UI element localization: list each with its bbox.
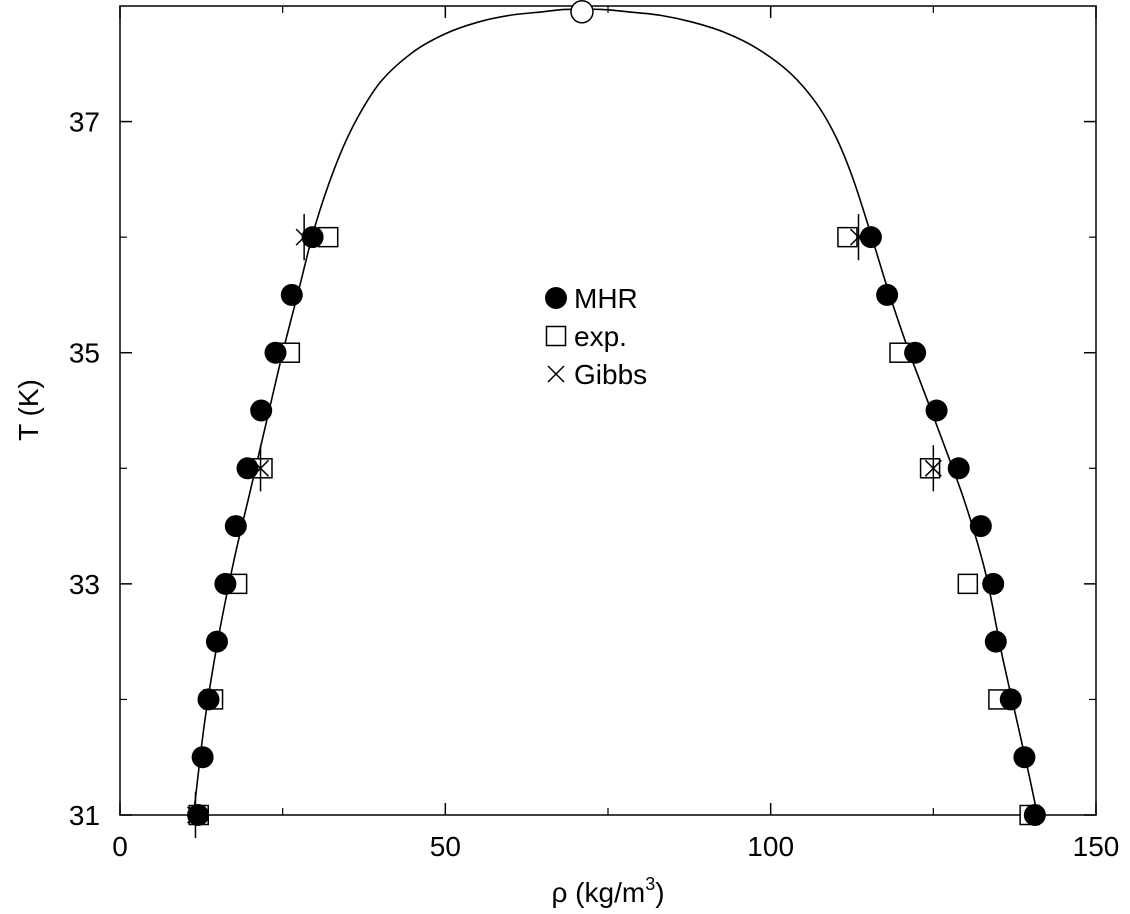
mhr-data-point — [280, 283, 303, 306]
x-axis-label-superscript: 3 — [645, 874, 655, 894]
x-tick-label: 0 — [112, 831, 128, 862]
mhr-data-point — [191, 746, 214, 769]
cross-stroke — [547, 365, 565, 383]
exp-data-point — [957, 573, 979, 595]
mhr-data-point — [984, 630, 1007, 653]
legend-marker-filled-circle — [545, 287, 567, 309]
legend: MHR exp. Gibbs — [545, 283, 647, 390]
mhr-data-point — [301, 226, 324, 249]
mhr-data-point — [197, 688, 220, 711]
x-axis-label-close: ) — [655, 877, 664, 908]
x-axis-label-main: ρ (kg/m — [551, 877, 645, 908]
mhr-data-point — [264, 341, 287, 364]
legend-marker-cross — [547, 365, 565, 383]
mhr-data-point — [859, 226, 882, 249]
legend-label: Gibbs — [574, 359, 647, 390]
mhr-data-point — [214, 572, 237, 595]
data-markers — [186, 214, 1046, 839]
mhr-data-point — [982, 572, 1005, 595]
critical-point-marker — [570, 0, 594, 24]
mhr-data-point — [969, 515, 992, 538]
y-axis-label: T (K) — [13, 379, 44, 441]
legend-label: MHR — [574, 283, 638, 314]
y-tick-label: 35 — [69, 338, 100, 369]
mhr-data-point — [999, 688, 1022, 711]
mhr-data-point — [947, 457, 970, 480]
exp-data-point — [837, 226, 858, 248]
y-tick-label: 37 — [69, 107, 100, 138]
legend-marker-open-square — [545, 325, 567, 347]
legend-label: exp. — [574, 321, 627, 352]
x-axis-label: ρ (kg/m3) — [551, 874, 664, 908]
mhr-data-point — [1023, 804, 1046, 826]
exp-data-point — [919, 458, 941, 479]
y-tick-label: 33 — [69, 569, 100, 600]
mhr-data-point — [876, 283, 899, 306]
x-tick-label: 150 — [1073, 831, 1120, 862]
mhr-data-point — [224, 515, 247, 538]
axis-ticks — [119, 6, 1097, 816]
mhr-data-point — [250, 399, 273, 422]
mhr-data-point — [187, 804, 210, 826]
x-tick-label: 50 — [430, 831, 461, 862]
mhr-data-point — [904, 341, 927, 364]
coexistence-curve — [192, 8, 1039, 816]
mhr-data-point — [236, 457, 259, 480]
axis-tick-labels: 0 50 100 150 31 33 35 37 — [69, 107, 1120, 862]
y-tick-label: 31 — [69, 800, 100, 831]
mhr-data-point — [1013, 746, 1036, 769]
mhr-data-point — [925, 399, 948, 422]
x-tick-label: 100 — [747, 831, 794, 862]
mhr-data-point — [205, 630, 228, 653]
